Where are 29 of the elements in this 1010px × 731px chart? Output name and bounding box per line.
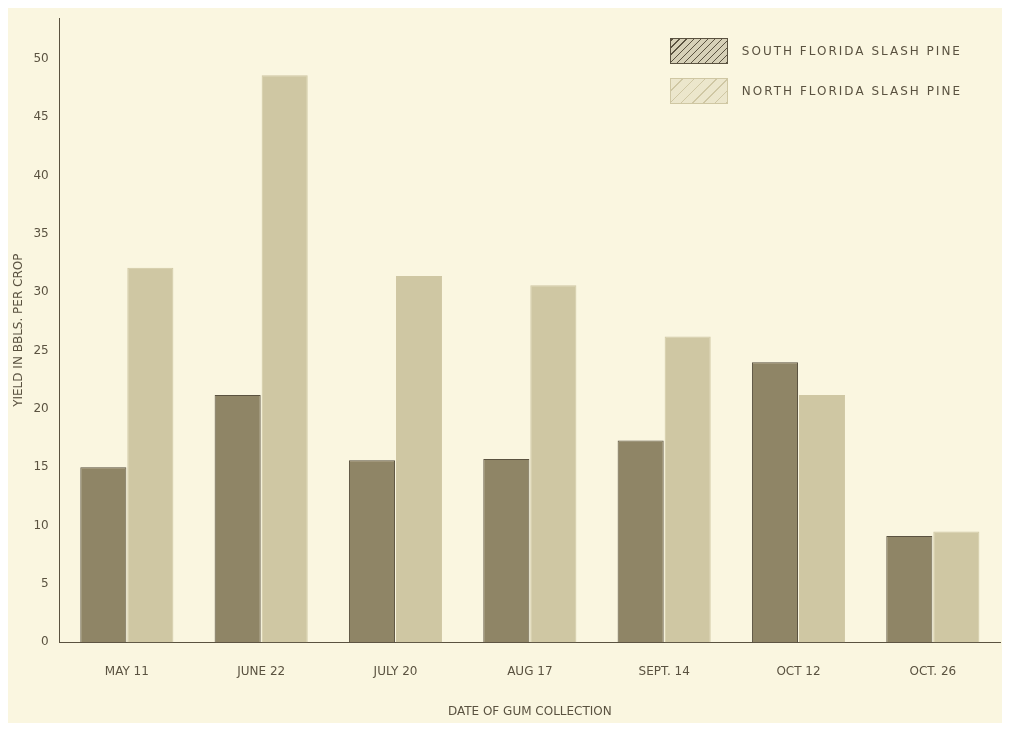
x-tick-label: AUG 17 xyxy=(507,663,553,678)
x-tick-label: JULY 20 xyxy=(372,663,418,678)
y-tick-label: 5 xyxy=(41,576,49,591)
y-tick-label: 35 xyxy=(33,226,49,241)
bar xyxy=(395,275,443,643)
y-tick-label: 30 xyxy=(33,284,49,299)
bar xyxy=(798,394,846,643)
bar xyxy=(127,267,174,643)
bar xyxy=(664,336,711,643)
bar xyxy=(261,75,308,643)
y-tick-label: 0 xyxy=(41,634,49,649)
x-tick-label: OCT 12 xyxy=(776,663,821,678)
y-tick-label: 25 xyxy=(33,342,49,357)
x-tick-label: JUNE 22 xyxy=(236,663,286,678)
legend-label: SOUTH FLORIDA SLASH PINE xyxy=(741,44,962,58)
x-tick-label: SEPT. 14 xyxy=(638,663,690,678)
x-tick-label: OCT. 26 xyxy=(909,663,957,678)
y-tick-label: 10 xyxy=(33,517,49,532)
bar xyxy=(933,531,980,643)
y-tick-label: 20 xyxy=(33,401,49,416)
x-tick-label: MAY 11 xyxy=(104,663,149,678)
bar xyxy=(530,285,577,643)
x-axis-title: DATE OF GUM COLLECTION xyxy=(447,703,612,718)
legend-label: NORTH FLORIDA SLASH PINE xyxy=(741,84,962,98)
y-tick-label: 45 xyxy=(33,109,49,124)
y-tick-label: 15 xyxy=(33,459,49,474)
y-tick-label: 50 xyxy=(33,51,49,66)
y-axis-title: YIELD IN BBLS. PER CROP xyxy=(11,253,26,408)
y-tick-label: 40 xyxy=(33,167,49,182)
